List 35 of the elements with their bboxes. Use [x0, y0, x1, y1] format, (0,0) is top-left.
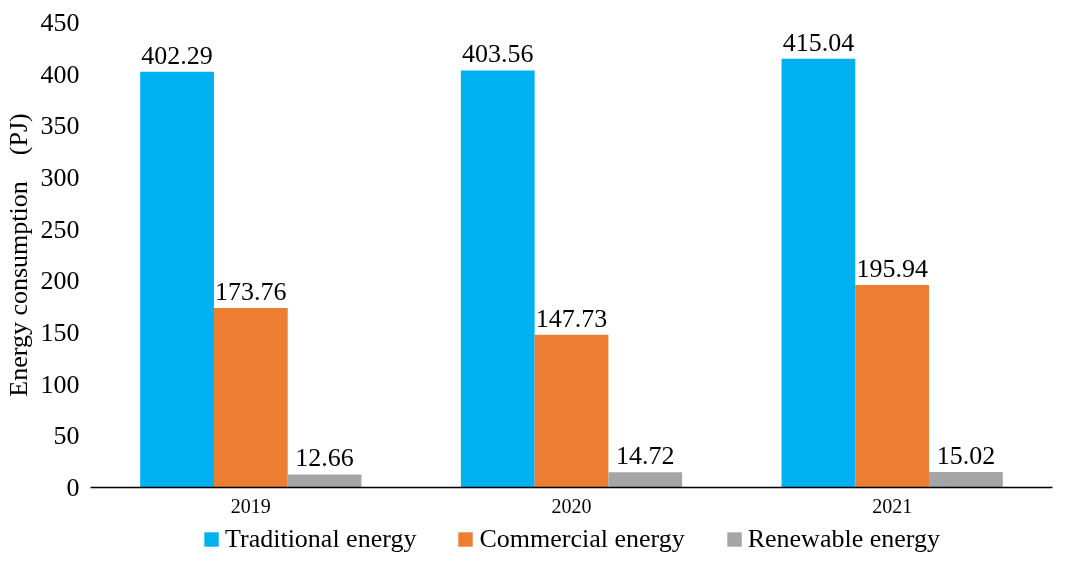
- y-tick-label: 200: [40, 266, 80, 296]
- bar: [140, 71, 214, 488]
- y-tick-label: 300: [40, 163, 80, 192]
- y-axis-title: Energy consumption (PJ): [3, 113, 33, 397]
- y-tick-label: 450: [40, 8, 80, 37]
- bar: [608, 472, 683, 488]
- bar: [213, 307, 288, 488]
- y-tick-label: 50: [53, 421, 80, 451]
- y-tick-label: 0: [66, 473, 80, 502]
- data-label: 173.76: [215, 276, 287, 306]
- bar: [460, 70, 535, 488]
- legend-label: Traditional energy: [225, 524, 417, 554]
- y-tick-label: 350: [40, 111, 80, 141]
- y-tick-label: 400: [40, 59, 80, 89]
- data-label: 14.72: [616, 441, 675, 471]
- data-label: 402.29: [141, 40, 213, 70]
- bar: [929, 471, 1003, 488]
- y-tick-label: 100: [40, 369, 80, 399]
- x-tick-label: 2019: [230, 494, 271, 517]
- data-label: 415.04: [782, 27, 855, 57]
- data-label: 15.02: [936, 440, 996, 470]
- bar: [534, 334, 609, 488]
- data-label: 12.66: [295, 443, 354, 473]
- x-tick-label: 2020: [551, 494, 592, 517]
- bar: [855, 285, 930, 488]
- x-tick-label: 2021: [872, 494, 913, 517]
- y-tick-label: 150: [40, 318, 80, 347]
- bar: [287, 474, 362, 488]
- y-tick-label: 250: [40, 214, 80, 244]
- legend-label: Renewable energy: [747, 524, 940, 554]
- data-label: 147.73: [535, 303, 608, 333]
- legend-label: Commercial energy: [479, 524, 685, 554]
- data-label: 403.56: [462, 39, 534, 69]
- bar: [781, 58, 856, 488]
- data-label: 195.94: [856, 254, 928, 284]
